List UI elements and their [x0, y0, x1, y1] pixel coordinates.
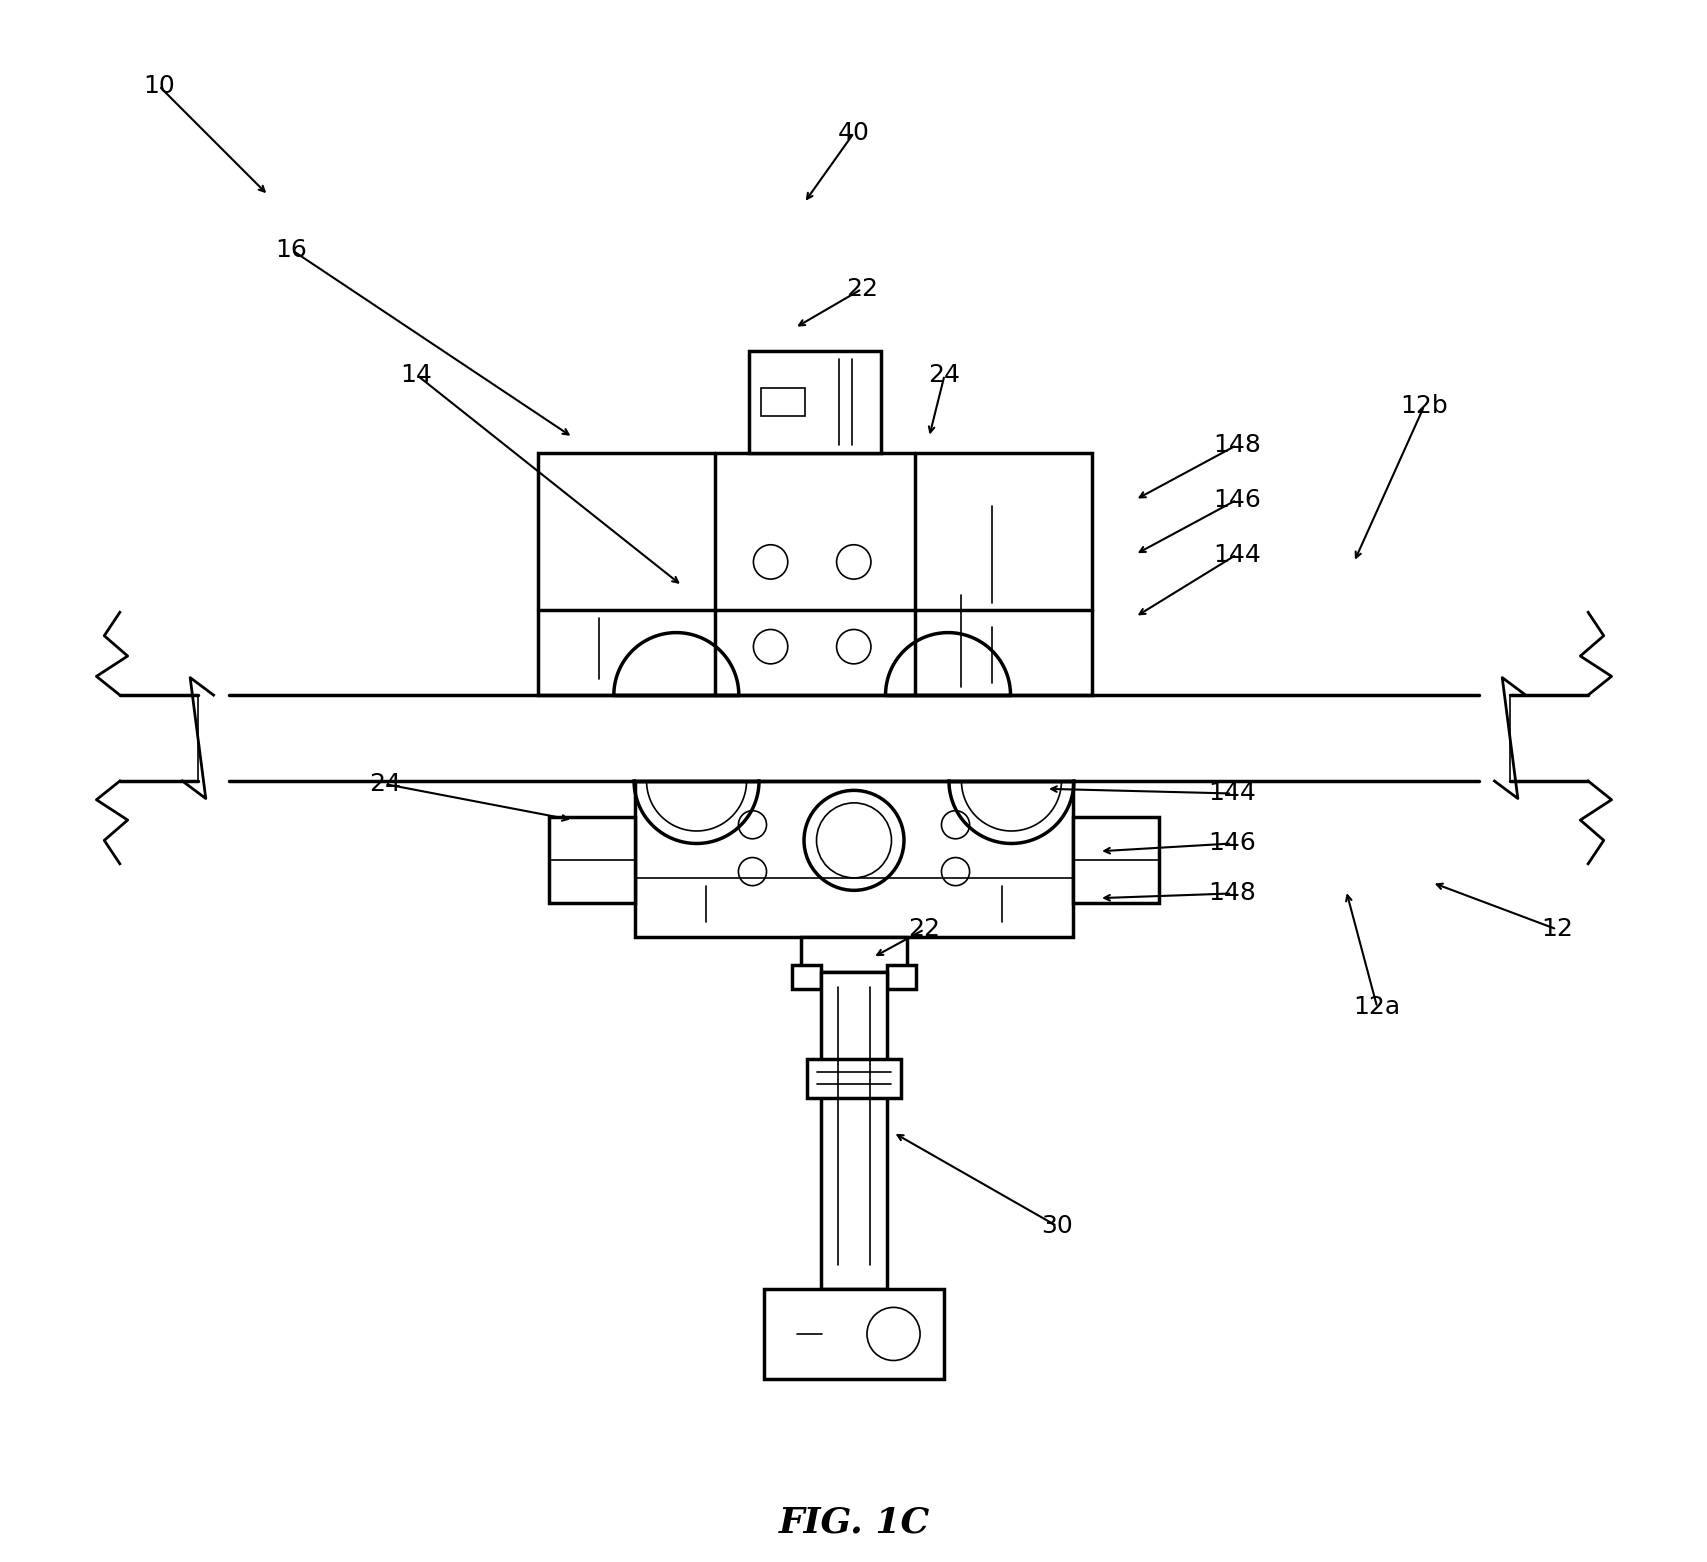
- Circle shape: [804, 790, 903, 890]
- Text: 146: 146: [1212, 487, 1260, 512]
- Circle shape: [941, 811, 970, 839]
- Bar: [801, 937, 906, 972]
- Circle shape: [836, 545, 871, 580]
- Text: 12a: 12a: [1354, 995, 1400, 1020]
- Text: 148: 148: [1212, 433, 1260, 458]
- Text: 40: 40: [838, 120, 869, 145]
- Circle shape: [753, 629, 787, 664]
- Circle shape: [836, 629, 871, 664]
- Bar: [550, 817, 635, 903]
- Text: 22: 22: [845, 276, 877, 301]
- Circle shape: [737, 811, 766, 839]
- Circle shape: [816, 803, 891, 878]
- Text: 24: 24: [369, 772, 401, 797]
- Text: 144: 144: [1207, 781, 1255, 806]
- Text: 30: 30: [1041, 1214, 1072, 1239]
- Circle shape: [867, 1307, 920, 1361]
- Text: 144: 144: [1212, 542, 1260, 567]
- Text: 22: 22: [908, 917, 941, 942]
- Circle shape: [753, 545, 787, 580]
- Bar: [886, 965, 917, 989]
- Bar: [821, 972, 886, 1289]
- Bar: [1072, 817, 1157, 903]
- Text: 148: 148: [1207, 881, 1255, 906]
- Bar: [538, 453, 1091, 695]
- Bar: [790, 965, 821, 989]
- Text: 16: 16: [275, 237, 307, 262]
- Text: 12: 12: [1540, 917, 1572, 942]
- Text: FIG. 1C: FIG. 1C: [778, 1506, 929, 1540]
- Text: 146: 146: [1207, 831, 1255, 856]
- Text: 12b: 12b: [1400, 394, 1448, 419]
- Text: 14: 14: [401, 362, 432, 387]
- Circle shape: [737, 858, 766, 886]
- Text: 10: 10: [143, 73, 174, 98]
- Bar: [763, 1289, 944, 1379]
- Bar: [748, 351, 881, 453]
- Bar: [635, 781, 1072, 937]
- Circle shape: [941, 858, 970, 886]
- Text: 24: 24: [929, 362, 959, 387]
- Bar: [761, 387, 804, 415]
- Bar: [807, 1059, 900, 1098]
